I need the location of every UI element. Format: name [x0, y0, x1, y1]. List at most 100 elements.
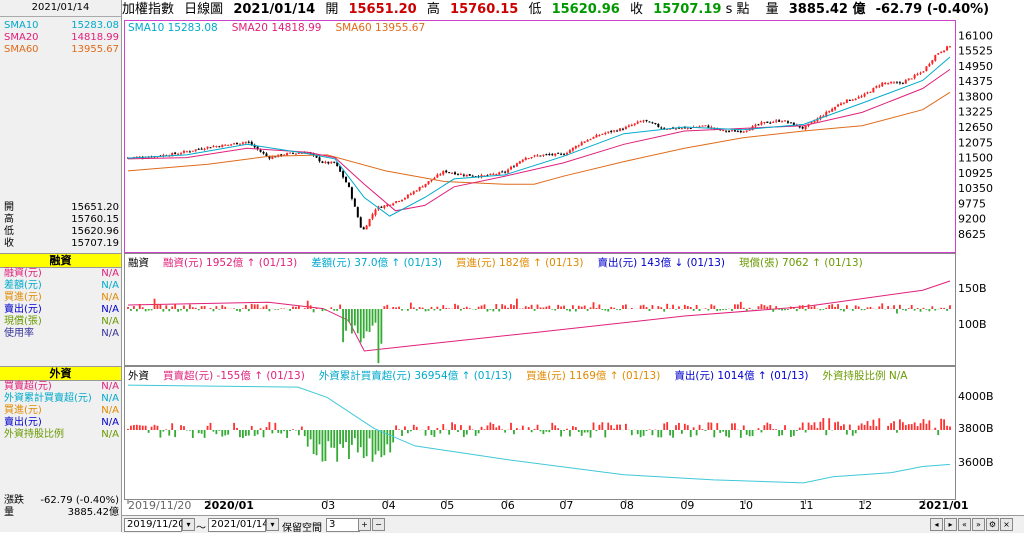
calendar-to-icon[interactable]: ▾	[266, 518, 279, 531]
foreign-bar	[174, 430, 176, 437]
margin-bar	[201, 306, 203, 309]
foreign-bar	[481, 427, 483, 430]
candle-body	[201, 149, 203, 150]
foreign-bar	[339, 430, 341, 444]
margin-bar	[666, 304, 668, 309]
margin-bar	[448, 308, 450, 309]
foreign-bar	[436, 428, 438, 430]
range-to-input[interactable]: 2021/01/14	[208, 518, 266, 532]
foreign-bar	[460, 425, 462, 430]
candle-body	[920, 73, 922, 74]
margin-bar	[949, 305, 951, 309]
margin-bar	[239, 309, 241, 312]
foreign-bar	[725, 430, 727, 436]
candle-body	[702, 126, 704, 127]
price-tick-label: 14375	[958, 75, 993, 88]
calendar-from-icon[interactable]: ▾	[182, 518, 195, 531]
range-from-input[interactable]: 2019/11/20	[124, 518, 182, 532]
foreign-bar	[796, 430, 798, 431]
foreign-bar	[926, 424, 928, 430]
candle-body	[852, 100, 854, 101]
margin-bar	[534, 309, 536, 311]
margin-bar	[457, 305, 459, 309]
foreign-bar	[870, 426, 872, 430]
margin-bar	[663, 309, 665, 312]
candle-body	[640, 121, 642, 122]
margin-bar	[878, 306, 880, 309]
foreign-bar	[784, 425, 786, 430]
candle-body	[289, 153, 291, 154]
margin-bar	[896, 309, 898, 313]
candle-body	[931, 60, 933, 63]
settings-icon[interactable]: ⚙	[986, 518, 999, 531]
foreign-bar	[713, 430, 715, 437]
zoom-in-icon[interactable]: +	[358, 518, 371, 531]
candle-body	[743, 131, 745, 132]
candle-body	[805, 126, 807, 129]
margin-bar	[330, 307, 332, 309]
foreign-bar	[646, 430, 648, 431]
foreign-bar	[581, 430, 583, 436]
foreign-bar	[569, 430, 571, 436]
foreign-bar	[389, 430, 391, 452]
foreign-bar	[380, 430, 382, 457]
candle-body	[436, 175, 438, 178]
foreign-bar	[513, 430, 515, 434]
close-icon[interactable]: ×	[1000, 518, 1013, 531]
candle-body	[342, 171, 344, 177]
foreign-bar	[404, 426, 406, 430]
margin-bar	[775, 306, 777, 309]
foreign-bar	[545, 430, 547, 432]
margin-bar	[224, 307, 226, 309]
foreign-bar	[142, 426, 144, 430]
scroll-left-icon[interactable]: ◂	[930, 518, 943, 531]
foreign-bar	[708, 422, 710, 430]
scroll-last-icon[interactable]: »	[972, 518, 985, 531]
foreign-bar	[451, 422, 453, 430]
candle-body	[610, 131, 612, 132]
margin-bar	[607, 309, 609, 312]
foreign-bar	[937, 430, 939, 435]
margin-bar	[484, 304, 486, 309]
foreign-bar	[322, 430, 324, 462]
keep-space-input[interactable]: 3	[326, 518, 360, 532]
margin-bar	[928, 309, 930, 311]
candle-body	[784, 121, 786, 122]
margin-bar	[590, 307, 592, 309]
margin-bar	[793, 308, 795, 309]
margin-bar	[708, 309, 710, 311]
margin-bar	[581, 307, 583, 309]
candle-body	[578, 145, 580, 146]
foreign-bar	[310, 430, 312, 439]
foreign-bar	[528, 427, 530, 430]
candle-body	[513, 166, 515, 167]
foreign-bar	[333, 430, 335, 448]
foreign-bar	[165, 429, 167, 430]
margin-bar	[796, 309, 798, 311]
candle-body	[177, 154, 179, 155]
foreign-bar	[690, 430, 692, 437]
foreign-bar	[719, 430, 721, 433]
foreign-bar	[239, 430, 241, 437]
foreign-bar	[864, 425, 866, 430]
candle-body	[940, 52, 942, 53]
foreign-bar	[637, 430, 639, 434]
zoom-out-icon[interactable]: −	[372, 518, 385, 531]
foreign-bar	[575, 427, 577, 430]
margin-bar	[157, 304, 159, 309]
foreign-bar	[366, 430, 368, 456]
candle-body	[551, 154, 553, 155]
scroll-first-icon[interactable]: «	[958, 518, 971, 531]
margin-bar	[881, 303, 883, 309]
margin-bar	[136, 309, 138, 311]
foreign-bar	[369, 430, 371, 438]
margin-tick-label: 150B	[958, 282, 987, 295]
candle-body	[224, 145, 226, 146]
scroll-right-icon[interactable]: ▸	[944, 518, 957, 531]
margin-bar	[852, 309, 854, 311]
foreign-bar	[428, 426, 430, 430]
candle-body	[837, 105, 839, 107]
foreign-bar	[548, 430, 550, 432]
foreign-bar	[416, 427, 418, 430]
candle-body	[209, 147, 211, 148]
